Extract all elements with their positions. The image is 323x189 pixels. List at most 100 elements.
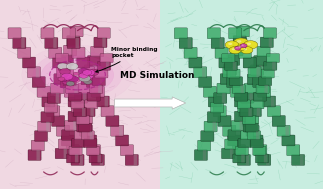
Circle shape <box>79 75 90 82</box>
FancyBboxPatch shape <box>53 38 57 48</box>
FancyBboxPatch shape <box>67 154 79 163</box>
FancyBboxPatch shape <box>57 125 69 136</box>
FancyBboxPatch shape <box>247 74 260 85</box>
FancyBboxPatch shape <box>90 108 94 116</box>
FancyBboxPatch shape <box>106 115 119 126</box>
FancyBboxPatch shape <box>231 86 244 97</box>
FancyBboxPatch shape <box>88 145 100 156</box>
FancyBboxPatch shape <box>248 108 261 117</box>
FancyBboxPatch shape <box>257 46 270 57</box>
FancyBboxPatch shape <box>27 67 40 78</box>
FancyBboxPatch shape <box>242 115 255 126</box>
FancyBboxPatch shape <box>234 38 246 48</box>
FancyBboxPatch shape <box>36 67 39 77</box>
FancyBboxPatch shape <box>227 69 240 78</box>
FancyBboxPatch shape <box>46 122 50 132</box>
FancyBboxPatch shape <box>100 155 103 165</box>
Circle shape <box>62 79 67 82</box>
FancyBboxPatch shape <box>54 74 67 84</box>
Circle shape <box>240 44 247 48</box>
Circle shape <box>233 38 249 47</box>
FancyBboxPatch shape <box>264 28 276 38</box>
FancyBboxPatch shape <box>101 106 114 117</box>
FancyBboxPatch shape <box>213 122 216 132</box>
FancyBboxPatch shape <box>65 126 68 136</box>
FancyBboxPatch shape <box>265 85 268 93</box>
FancyBboxPatch shape <box>111 125 124 136</box>
FancyBboxPatch shape <box>8 28 21 39</box>
FancyBboxPatch shape <box>72 47 85 58</box>
FancyBboxPatch shape <box>72 106 85 117</box>
FancyBboxPatch shape <box>84 65 97 75</box>
FancyBboxPatch shape <box>194 67 207 78</box>
FancyBboxPatch shape <box>227 55 240 65</box>
FancyBboxPatch shape <box>47 106 60 117</box>
Circle shape <box>61 73 73 80</box>
FancyBboxPatch shape <box>91 46 104 57</box>
FancyBboxPatch shape <box>45 38 58 48</box>
Circle shape <box>247 43 251 45</box>
FancyBboxPatch shape <box>79 155 83 165</box>
FancyBboxPatch shape <box>189 57 202 68</box>
FancyBboxPatch shape <box>75 36 79 46</box>
FancyBboxPatch shape <box>230 77 243 86</box>
FancyBboxPatch shape <box>57 64 70 75</box>
FancyBboxPatch shape <box>90 131 93 139</box>
Circle shape <box>57 63 68 69</box>
Circle shape <box>84 79 92 84</box>
FancyBboxPatch shape <box>68 92 81 101</box>
FancyBboxPatch shape <box>23 57 36 68</box>
FancyBboxPatch shape <box>31 140 44 151</box>
FancyBboxPatch shape <box>254 145 267 156</box>
FancyBboxPatch shape <box>72 139 85 147</box>
FancyBboxPatch shape <box>232 84 245 93</box>
FancyBboxPatch shape <box>87 77 99 88</box>
Circle shape <box>78 68 89 74</box>
FancyBboxPatch shape <box>65 67 68 77</box>
FancyBboxPatch shape <box>254 56 267 66</box>
FancyBboxPatch shape <box>240 121 243 131</box>
FancyBboxPatch shape <box>55 148 68 159</box>
Circle shape <box>83 70 92 75</box>
FancyBboxPatch shape <box>37 86 50 97</box>
FancyBboxPatch shape <box>69 146 82 155</box>
FancyBboxPatch shape <box>260 37 273 47</box>
Ellipse shape <box>33 51 122 99</box>
FancyBboxPatch shape <box>53 57 66 68</box>
FancyBboxPatch shape <box>60 55 73 65</box>
FancyBboxPatch shape <box>134 155 137 165</box>
FancyBboxPatch shape <box>220 74 233 84</box>
FancyBboxPatch shape <box>219 57 232 68</box>
FancyBboxPatch shape <box>264 61 277 70</box>
FancyBboxPatch shape <box>89 154 102 163</box>
FancyBboxPatch shape <box>41 112 54 122</box>
FancyBboxPatch shape <box>47 93 60 103</box>
FancyBboxPatch shape <box>235 146 248 155</box>
FancyBboxPatch shape <box>225 139 238 149</box>
Circle shape <box>242 45 244 46</box>
FancyBboxPatch shape <box>95 69 108 78</box>
FancyBboxPatch shape <box>119 126 123 136</box>
Text: Minor binding
pocket: Minor binding pocket <box>96 47 158 72</box>
FancyBboxPatch shape <box>253 146 266 155</box>
FancyBboxPatch shape <box>235 92 248 101</box>
FancyBboxPatch shape <box>64 149 67 158</box>
FancyBboxPatch shape <box>255 154 268 163</box>
FancyBboxPatch shape <box>237 154 250 165</box>
FancyBboxPatch shape <box>88 126 92 136</box>
FancyBboxPatch shape <box>233 62 236 70</box>
FancyBboxPatch shape <box>266 155 270 165</box>
FancyBboxPatch shape <box>42 96 55 107</box>
FancyBboxPatch shape <box>28 150 41 160</box>
FancyBboxPatch shape <box>269 37 272 47</box>
FancyBboxPatch shape <box>230 45 243 56</box>
FancyBboxPatch shape <box>223 67 236 78</box>
FancyBboxPatch shape <box>201 131 214 141</box>
FancyBboxPatch shape <box>215 47 228 58</box>
Circle shape <box>234 46 241 50</box>
FancyBboxPatch shape <box>81 74 94 85</box>
FancyBboxPatch shape <box>70 26 83 37</box>
FancyBboxPatch shape <box>75 154 78 163</box>
FancyBboxPatch shape <box>250 139 263 147</box>
FancyBboxPatch shape <box>242 36 245 46</box>
